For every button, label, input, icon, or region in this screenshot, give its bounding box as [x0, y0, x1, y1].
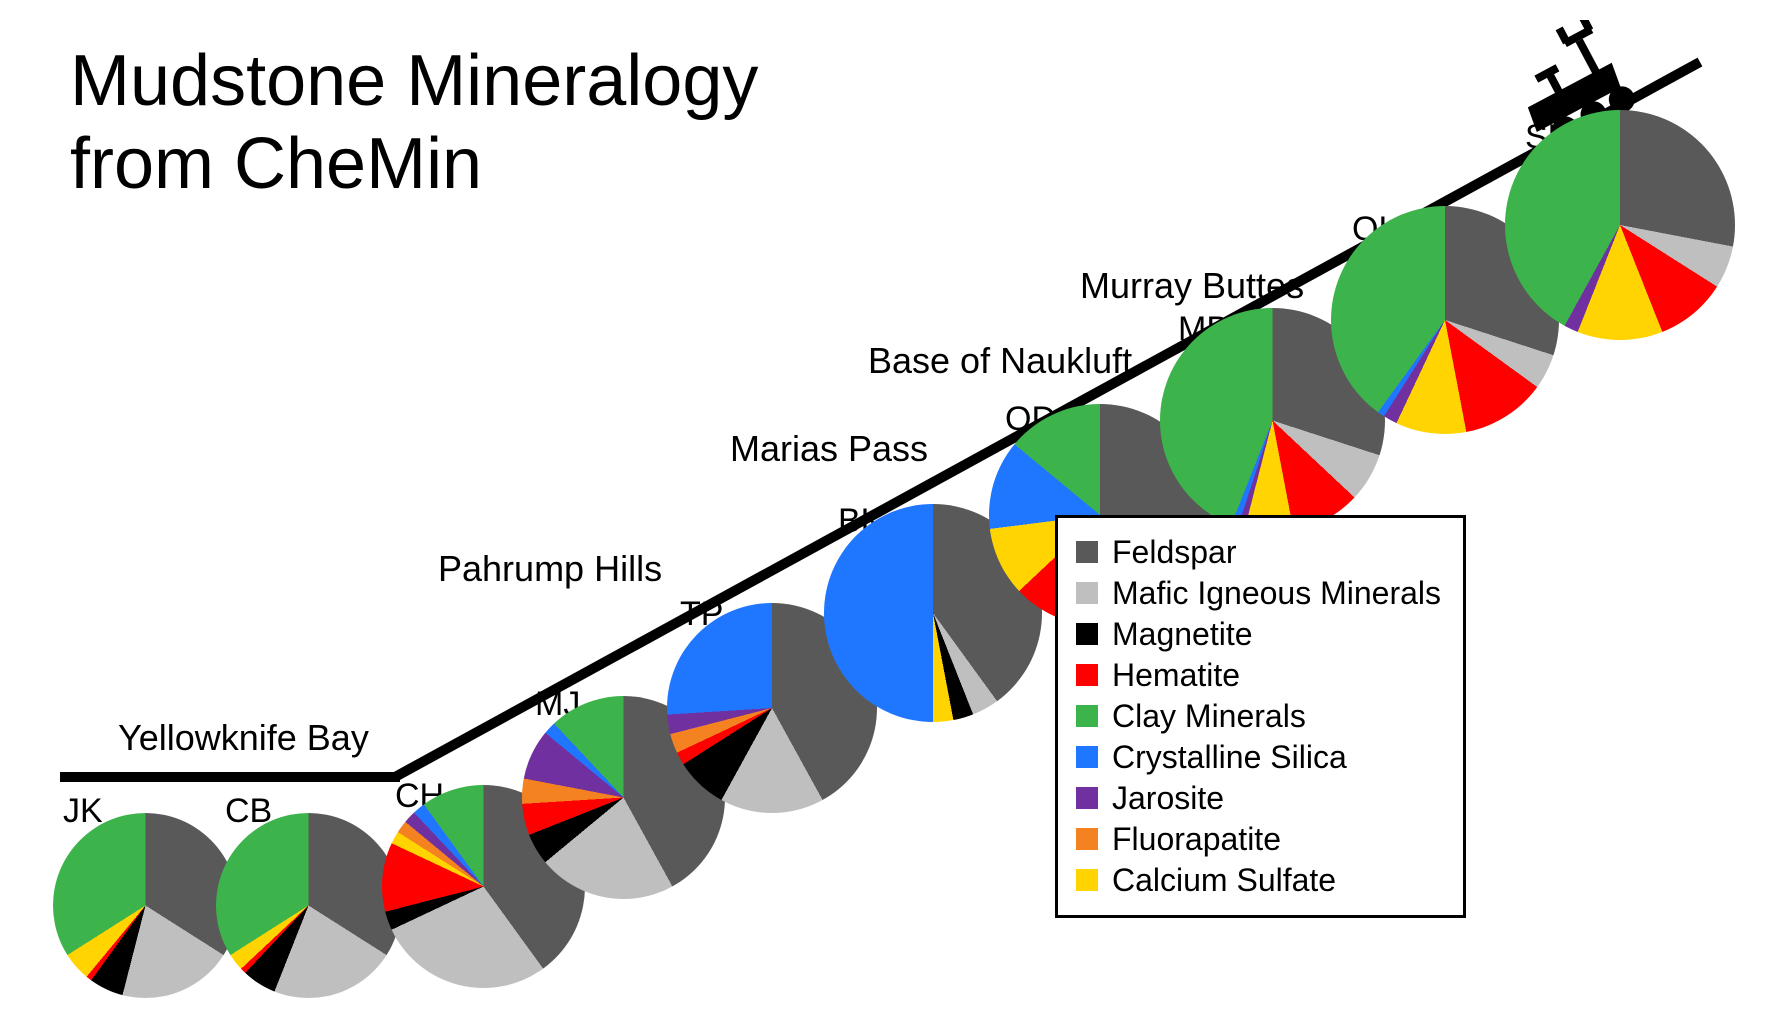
traverse-flat-segment	[60, 772, 400, 782]
legend-swatch	[1076, 869, 1098, 891]
pie-chart	[53, 813, 238, 998]
pie-chart	[1505, 110, 1735, 340]
region-label: Pahrump Hills	[438, 548, 662, 590]
region-label: Yellowknife Bay	[118, 717, 369, 759]
pie-chart	[216, 813, 401, 998]
legend-item: Fluorapatite	[1076, 819, 1441, 860]
legend-swatch	[1076, 787, 1098, 809]
region-label: Murray Buttes	[1080, 265, 1304, 307]
legend-item: Jarosite	[1076, 778, 1441, 819]
legend-label: Magnetite	[1112, 614, 1253, 655]
legend-label: Fluorapatite	[1112, 819, 1281, 860]
legend-label: Hematite	[1112, 655, 1240, 696]
legend-item: Mafic Igneous Minerals	[1076, 573, 1441, 614]
legend-item: Hematite	[1076, 655, 1441, 696]
legend-label: Feldspar	[1112, 532, 1237, 573]
legend-label: Clay Minerals	[1112, 696, 1306, 737]
region-label: Marias Pass	[730, 428, 928, 470]
legend-item: Magnetite	[1076, 614, 1441, 655]
region-label: Base of Naukluft	[868, 340, 1132, 382]
legend-swatch	[1076, 746, 1098, 768]
legend-swatch	[1076, 828, 1098, 850]
legend-swatch	[1076, 664, 1098, 686]
pie-label: JK	[63, 792, 103, 831]
legend-swatch	[1076, 582, 1098, 604]
legend-item: Clay Minerals	[1076, 696, 1441, 737]
legend-label: Jarosite	[1112, 778, 1224, 819]
legend-swatch	[1076, 705, 1098, 727]
legend-item: Calcium Sulfate	[1076, 860, 1441, 901]
chart-title: Mudstone Mineralogy from CheMin	[70, 40, 758, 206]
legend-box: FeldsparMafic Igneous MineralsMagnetiteH…	[1055, 515, 1466, 918]
legend-swatch	[1076, 541, 1098, 563]
legend-label: Calcium Sulfate	[1112, 860, 1336, 901]
legend-swatch	[1076, 623, 1098, 645]
legend-label: Crystalline Silica	[1112, 737, 1347, 778]
legend-item: Feldspar	[1076, 532, 1441, 573]
legend-item: Crystalline Silica	[1076, 737, 1441, 778]
legend-label: Mafic Igneous Minerals	[1112, 573, 1441, 614]
chart-stage: Mudstone Mineralogy from CheMin Yellowkn…	[0, 0, 1781, 1024]
